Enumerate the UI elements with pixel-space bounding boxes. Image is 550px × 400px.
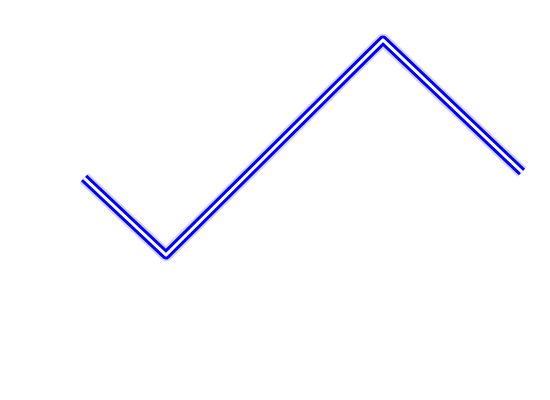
polyline-stroke	[80, 35, 526, 260]
polyline-highlight	[82, 38, 524, 257]
polyline-group	[79, 33, 527, 262]
polyline-glow	[79, 33, 527, 262]
